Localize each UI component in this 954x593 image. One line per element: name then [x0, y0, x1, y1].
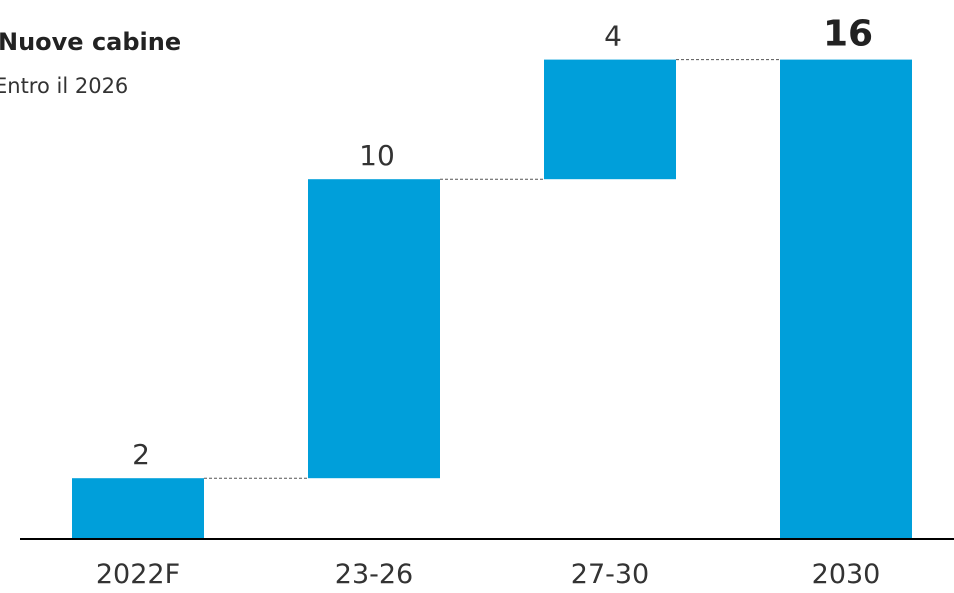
- chart-title: Nuove cabine: [0, 28, 182, 56]
- x-tick-label: 27-30: [571, 559, 649, 590]
- bar-23-26: [308, 179, 440, 479]
- bar-27-30: [544, 59, 676, 180]
- bar-2022F: [72, 478, 204, 538]
- x-tick-label: 23-26: [335, 559, 413, 590]
- data-label: 10: [359, 139, 395, 172]
- x-tick-label: 2030: [812, 559, 881, 590]
- data-label: 2: [132, 438, 150, 471]
- data-label: 16: [823, 14, 873, 55]
- x-tick-label: 2022F: [96, 559, 180, 590]
- data-label: 4: [604, 20, 622, 53]
- bar-2030: [780, 59, 912, 538]
- chart-subtitle: Entro il 2026: [0, 74, 129, 98]
